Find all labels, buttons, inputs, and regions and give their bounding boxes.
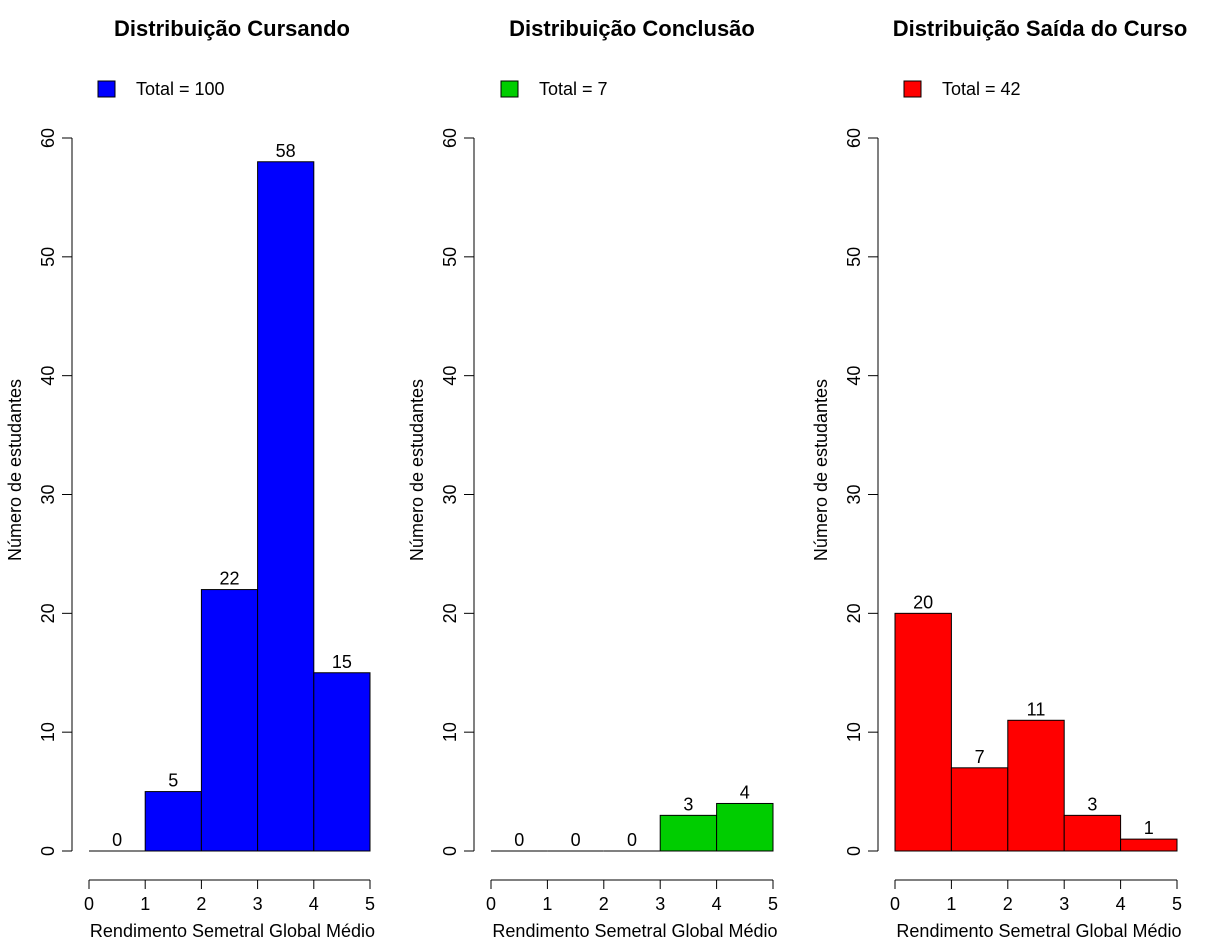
x-tick-label: 5 [768, 894, 778, 914]
bar [894, 612, 952, 852]
bar [200, 589, 259, 852]
bar-value-label: 4 [740, 782, 750, 802]
x-tick-label: 0 [84, 894, 94, 914]
legend-swatch [500, 80, 519, 98]
x-tick-label: 3 [1059, 894, 1069, 914]
y-tick-label: 50 [844, 247, 864, 267]
y-tick-label: 40 [38, 366, 58, 386]
y-tick-label: 20 [38, 603, 58, 623]
bar-value-label: 20 [913, 592, 933, 612]
bar-value-label: 58 [276, 141, 296, 161]
x-tick-label: 4 [712, 894, 722, 914]
y-tick-label: 40 [440, 366, 460, 386]
y-tick-label: 0 [844, 846, 864, 856]
bar-value-label: 11 [1027, 699, 1046, 719]
chart-title: Distribuição Conclusão [509, 16, 755, 41]
x-tick-label: 4 [1116, 894, 1126, 914]
bar [1007, 719, 1065, 852]
bar [716, 802, 774, 852]
legend-swatch [903, 80, 922, 98]
bar [144, 791, 202, 852]
y-tick-label: 0 [440, 846, 460, 856]
x-tick-label: 2 [599, 894, 609, 914]
y-tick-label: 50 [440, 247, 460, 267]
bar [950, 767, 1009, 852]
bar-value-label: 0 [112, 830, 122, 850]
bar-value-label: 15 [332, 652, 352, 672]
x-tick-label: 2 [1003, 894, 1013, 914]
y-tick-label: 40 [844, 366, 864, 386]
y-axis-label: Número de estudantes [407, 379, 427, 561]
x-tick-label: 1 [946, 894, 956, 914]
y-tick-label: 0 [38, 846, 58, 856]
x-tick-label: 2 [196, 894, 206, 914]
bar-value-label: 3 [683, 794, 693, 814]
y-tick-label: 50 [38, 247, 58, 267]
bar [1120, 838, 1178, 852]
bar-value-label: 22 [219, 569, 239, 589]
legend-label: Total = 100 [136, 79, 225, 99]
y-tick-label: 20 [844, 603, 864, 623]
x-axis-label: Rendimento Semetral Global Médio [492, 921, 777, 941]
y-tick-label: 60 [38, 128, 58, 148]
x-tick-label: 1 [140, 894, 150, 914]
x-tick-label: 5 [365, 894, 375, 914]
x-tick-label: 1 [542, 894, 552, 914]
legend-swatch [97, 80, 116, 98]
x-tick-label: 0 [486, 894, 496, 914]
bar-value-label: 0 [514, 830, 524, 850]
bar [313, 672, 371, 852]
chart-title: Distribuição Cursando [114, 16, 350, 41]
x-tick-label: 4 [309, 894, 319, 914]
x-tick-label: 3 [655, 894, 665, 914]
bar-value-label: 0 [627, 830, 637, 850]
bar [257, 161, 315, 852]
bar-value-label: 7 [975, 747, 985, 767]
y-axis-label: Número de estudantes [811, 379, 831, 561]
y-tick-label: 20 [440, 603, 460, 623]
bar [1063, 814, 1122, 852]
y-tick-label: 30 [38, 484, 58, 504]
y-tick-label: 60 [440, 128, 460, 148]
y-tick-label: 30 [844, 484, 864, 504]
y-tick-label: 10 [38, 722, 58, 742]
bar-value-label: 5 [168, 771, 178, 791]
legend-label: Total = 42 [942, 79, 1021, 99]
y-tick-label: 10 [440, 722, 460, 742]
legend-label: Total = 7 [539, 79, 608, 99]
bar-value-label: 0 [571, 830, 581, 850]
x-tick-label: 0 [890, 894, 900, 914]
x-tick-label: 5 [1172, 894, 1182, 914]
x-axis-label: Rendimento Semetral Global Médio [896, 921, 1181, 941]
chart-title: Distribuição Saída do Curso [893, 16, 1188, 41]
y-tick-label: 30 [440, 484, 460, 504]
y-tick-label: 10 [844, 722, 864, 742]
x-axis-label: Rendimento Semetral Global Médio [90, 921, 375, 941]
x-tick-label: 3 [253, 894, 263, 914]
bar-value-label: 3 [1087, 794, 1097, 814]
y-tick-label: 60 [844, 128, 864, 148]
y-axis-label: Número de estudantes [5, 379, 25, 561]
bar-value-label: 1 [1144, 818, 1154, 838]
bar [659, 814, 718, 852]
